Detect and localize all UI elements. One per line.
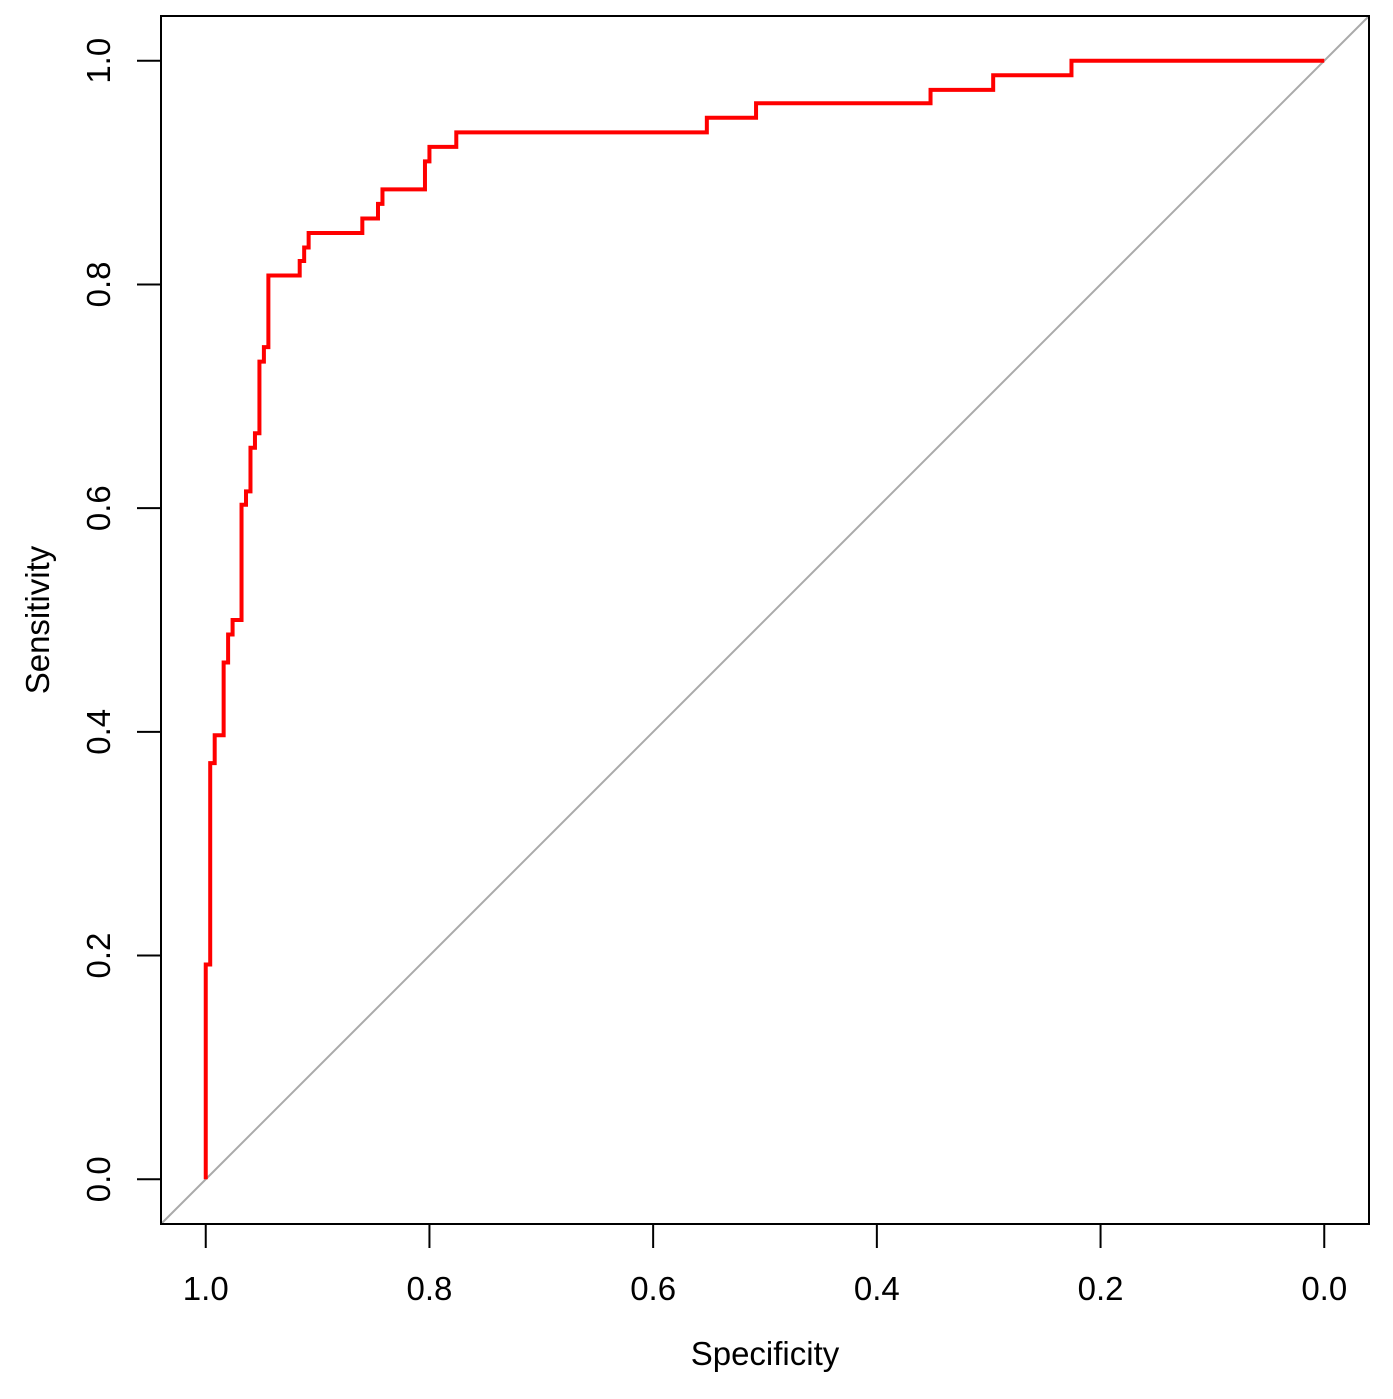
x-tick-label: 0.6 [630, 1270, 676, 1307]
x-tick-label: 1.0 [183, 1270, 229, 1307]
x-tick-label: 0.8 [407, 1270, 453, 1307]
reference-layer [160, 15, 1370, 1225]
y-tick-label: 0.8 [80, 262, 117, 308]
y-tick-label: 0.2 [80, 933, 117, 979]
x-axis-title: Specificity [691, 1335, 840, 1372]
y-axis: 0.0 0.2 0.4 0.6 0.8 1.0 [80, 38, 162, 1202]
y-tick-label: 1.0 [80, 38, 117, 84]
y-axis-title: Sensitivity [19, 545, 56, 694]
reference-diagonal-line [160, 15, 1370, 1225]
x-tick-label: 0.2 [1078, 1270, 1124, 1307]
x-tick-label: 0.0 [1301, 1270, 1347, 1307]
x-axis: 1.0 0.8 0.6 0.4 0.2 0.0 [183, 1223, 1347, 1307]
y-tick-label: 0.0 [80, 1156, 117, 1202]
series-layer [203, 58, 1325, 1180]
y-tick-label: 0.4 [80, 709, 117, 755]
y-tick-label: 0.6 [80, 485, 117, 531]
roc-curve-line [203, 58, 1325, 1180]
x-tick-label: 0.4 [854, 1270, 900, 1307]
